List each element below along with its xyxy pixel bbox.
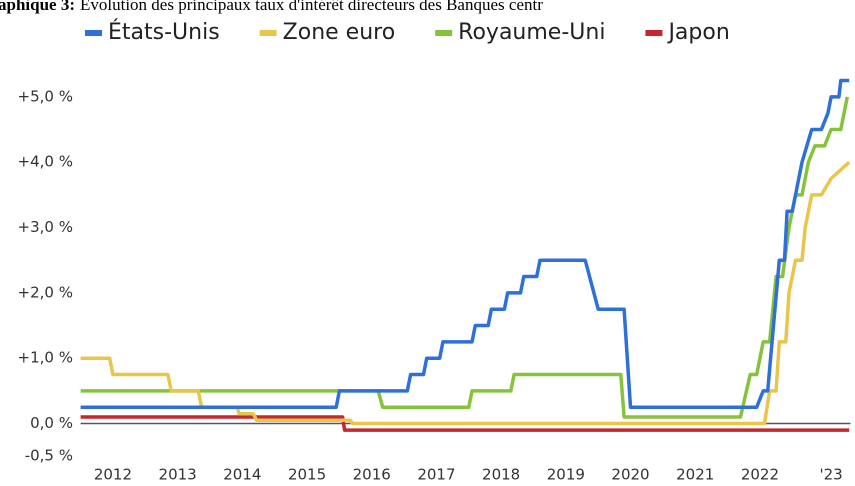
x-tick-label: 2019 [547, 466, 585, 484]
legend-label: Japon [666, 20, 729, 45]
y-tick-label: 0,0 % [30, 414, 73, 432]
x-tick-label: 2016 [353, 466, 391, 484]
series-line [80, 415, 850, 432]
x-tick-label: 2022 [741, 466, 779, 484]
x-tick-label: '23 [819, 466, 842, 484]
y-tick-label: +4,0 % [18, 153, 73, 171]
x-tick-label: 2013 [159, 466, 197, 484]
legend-marker [259, 30, 277, 36]
y-tick-label: +1,0 % [18, 349, 73, 367]
x-tick-label: 2017 [417, 466, 455, 484]
series-line [80, 78, 850, 409]
x-tick-label: 2012 [94, 466, 132, 484]
y-tick-label: -0,5 % [25, 447, 73, 465]
y-tick-label: +3,0 % [18, 218, 73, 236]
legend-marker [85, 30, 102, 36]
legend-marker [645, 30, 663, 36]
chart-title: aphique 3: Évolution des principaux taux … [0, 0, 543, 14]
x-tick-label: 2018 [482, 466, 520, 484]
legend-label: Royaume-Uni [458, 20, 605, 45]
y-tick-label: +5,0 % [18, 87, 73, 105]
x-tick-label: 2015 [288, 466, 326, 484]
series-line [80, 96, 850, 419]
x-tick-label: 2014 [223, 466, 261, 484]
series-line [80, 160, 851, 426]
title-label: aphique 3: [0, 0, 75, 14]
legend-label: États-Unis [108, 19, 220, 45]
legend-label: Zone euro [283, 20, 396, 45]
x-tick-label: 2020 [611, 466, 649, 484]
x-tick-label: 2021 [676, 466, 714, 484]
legend-marker [435, 30, 453, 36]
title-text: Évolution des principaux taux d'intérêt … [80, 0, 543, 14]
y-tick-label: +2,0 % [18, 283, 73, 301]
